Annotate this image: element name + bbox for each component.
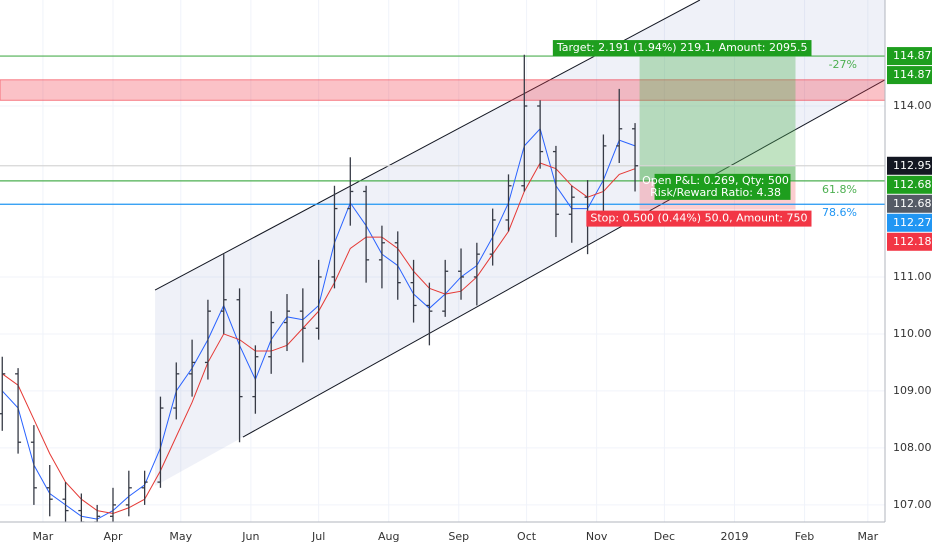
- ohlc-bar: [252, 345, 259, 414]
- axes: Mar Apr May Jun Jul Aug Sep Oct Nov Dec 2019 Feb Mar…: [33, 47, 932, 543]
- x-tick-label: 2019: [720, 530, 748, 543]
- x-tick-label: Oct: [517, 530, 537, 543]
- ohlc-bar: [378, 225, 385, 289]
- ohlc-bar: [268, 311, 275, 374]
- ohlc-bar: [157, 396, 164, 488]
- x-tick-label: Apr: [103, 530, 123, 543]
- ohlc-bar: [315, 259, 322, 340]
- ohlc-bar: [426, 282, 433, 346]
- ohlc-bar: [552, 145, 559, 238]
- ohlc-bar: [521, 54, 528, 192]
- channel-fill: [155, 0, 885, 487]
- y-tick-label: 108.000: [893, 441, 932, 454]
- x-tick-label: Jul: [311, 530, 325, 543]
- ohlc-bar: [0, 356, 6, 431]
- price-tag-label: 114.873: [893, 68, 932, 81]
- ohlc-bar: [94, 504, 101, 522]
- pnl-background: [654, 173, 791, 200]
- x-tick-label: Sep: [448, 530, 469, 543]
- x-tick-label: Nov: [586, 530, 608, 543]
- price-tag: [887, 47, 932, 66]
- target-label: Target: 2.191 (1.94%) 219.1, Amount: 209…: [556, 41, 808, 54]
- x-tick-label: May: [169, 530, 192, 543]
- ohlc-bar: [363, 185, 370, 283]
- y-tick-label: 114.000: [893, 99, 932, 112]
- ohlc-bar: [46, 465, 53, 517]
- x-tick-label: Jun: [241, 530, 259, 543]
- y-tick-label: 107.000: [893, 498, 932, 511]
- resistance-zone: [0, 79, 885, 101]
- x-tick-label: Dec: [654, 530, 675, 543]
- ohlc-bar: [410, 259, 417, 323]
- ohlc-bar: [632, 123, 639, 192]
- ohlc-bar: [299, 288, 306, 363]
- ohlc-bar: [331, 185, 338, 289]
- target-area: [639, 56, 796, 181]
- price-tag: [887, 156, 932, 175]
- x-tick-label: Mar: [857, 530, 878, 543]
- price-tag: [887, 232, 932, 251]
- x-tick-label: Feb: [795, 530, 814, 543]
- y-tick-label: 110.000: [893, 327, 932, 340]
- ohlc-bar: [173, 362, 180, 420]
- price-tag-label: 112.276: [893, 216, 932, 229]
- ohlc-bar: [616, 88, 623, 163]
- price-tag: [887, 213, 932, 232]
- ohlc-bar: [109, 487, 116, 522]
- fib-label: 78.6%: [822, 206, 857, 219]
- price-tag: [887, 175, 932, 194]
- plot-area: -27% 61.8% 78.6%: [0, 0, 885, 522]
- x-tick-label: Aug: [378, 530, 399, 543]
- y-tick-label: 109.000: [893, 384, 932, 397]
- channel-line: [242, 79, 885, 438]
- ohlc-bar: [489, 208, 496, 266]
- ohlc-bar: [15, 368, 22, 454]
- ohlc-bar: [30, 425, 37, 505]
- ohlc-bar: [458, 248, 465, 300]
- price-tag-label: 112.682: [893, 197, 932, 210]
- price-tag: [887, 66, 932, 85]
- ohlc-bar: [125, 470, 132, 517]
- ratio-label: Risk/Reward Ratio: 4.38: [650, 186, 781, 199]
- ohlc-bar: [505, 174, 512, 232]
- ohlc-bar: [347, 157, 354, 226]
- ohlc-bar: [62, 482, 69, 522]
- y-tick-label: 111.000: [893, 270, 932, 283]
- price-tag-label: 112.686: [893, 178, 932, 191]
- stop-label-background: [586, 210, 812, 227]
- ohlc-bar: [204, 299, 211, 380]
- price-tag-label: 114.876: [893, 49, 932, 62]
- price-tag-label: 112.182: [893, 235, 932, 248]
- ohlc-bar: [394, 231, 401, 300]
- ohlc-bar: [442, 259, 449, 317]
- fib-label: -27%: [829, 58, 857, 71]
- ohlc-bar: [189, 339, 196, 397]
- stop-label: Stop: 0.500 (0.44%) 50.0, Amount: 750: [590, 212, 807, 225]
- ohlc-bar: [220, 254, 227, 334]
- ohlc-bar: [473, 242, 480, 306]
- pnl-label: Open P&L: 0.269, Qty: 500: [642, 174, 789, 187]
- ohlc-bar: [78, 493, 85, 522]
- ohlc-bar: [537, 100, 544, 169]
- price-tag: [887, 194, 932, 213]
- target-label-background: [552, 40, 812, 57]
- ohlc-bar: [236, 288, 243, 443]
- ohlc-bar: [284, 294, 291, 352]
- ohlc-bar: [141, 470, 148, 505]
- price-tag-label: 112.951: [893, 159, 932, 172]
- fib-label: 61.8%: [822, 183, 857, 196]
- x-tick-label: Mar: [33, 530, 54, 543]
- ohlc-bar: [568, 185, 575, 243]
